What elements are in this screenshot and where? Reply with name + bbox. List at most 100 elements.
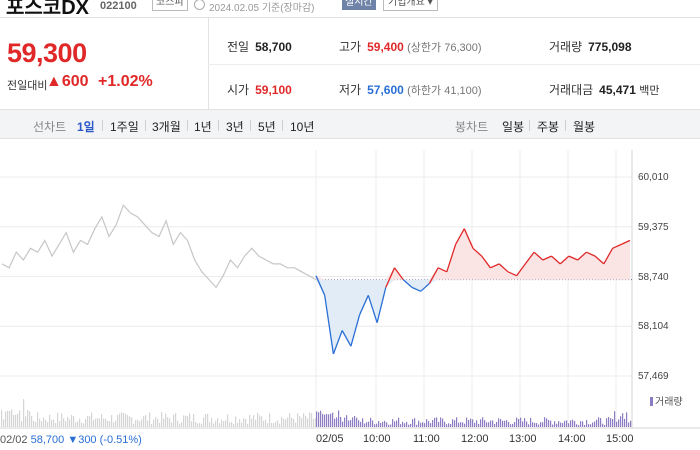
volume-bar (602, 423, 604, 427)
volume-bar (596, 419, 598, 427)
volume-bar (614, 411, 616, 427)
price-line-down-segment (367, 295, 378, 323)
prev-volume-bar (21, 421, 23, 427)
volume-bar (500, 419, 502, 427)
prev-volume-bar (119, 413, 121, 427)
tab-1-week[interactable]: 1주일 (110, 120, 139, 134)
tab-3-years[interactable]: 3년 (226, 120, 244, 134)
tab-5-years[interactable]: 5년 (258, 120, 276, 134)
open-price: 시가 59,100 (227, 81, 292, 98)
price-line-up-segment (542, 255, 552, 261)
prev-volume-bar (289, 413, 291, 427)
prev-volume-bar (9, 411, 11, 427)
volume-bar (442, 418, 444, 427)
tab-daily-candle[interactable]: 일봉 (502, 120, 525, 134)
prev-volume-bar (311, 413, 313, 427)
prev-volume-bar (31, 415, 33, 427)
price-line-up-segment (507, 271, 517, 277)
prev-volume-bar (39, 418, 41, 427)
prev-volume-bar (17, 413, 19, 427)
prev-volume-bar (215, 420, 217, 427)
price-line-up-segment (393, 267, 404, 280)
price-line-up-segment (533, 251, 544, 261)
volume-bar (388, 424, 390, 427)
prev-volume-bar (195, 421, 197, 427)
volume-bar (466, 417, 468, 427)
prev-volume-bar (89, 416, 91, 427)
prev-volume-bar (71, 414, 73, 427)
price-line-up-segment (612, 243, 622, 249)
prev-volume-bar (83, 423, 85, 427)
volume-bar (628, 422, 630, 427)
volume-bar (418, 420, 420, 427)
volume-bar (606, 418, 608, 427)
prev-volume-bar (273, 423, 275, 427)
price-line-down-segment (359, 295, 369, 316)
prev-volume-bar (303, 413, 305, 427)
volume-bar (482, 417, 484, 427)
volume-bar (372, 420, 374, 427)
amount-value: 45,471 (599, 83, 636, 97)
prev-volume-bar (235, 416, 237, 427)
prev-day-date: 02/02 (0, 434, 28, 446)
prev-volume-bar (189, 413, 191, 427)
volume-bar (630, 420, 632, 427)
prev-volume-bar (157, 418, 159, 427)
x-tick-label: 02/05 (316, 433, 344, 445)
volume-bar (462, 422, 464, 427)
price-line-down-segment (350, 314, 361, 347)
prev-volume-bar (73, 416, 75, 427)
low-label: 저가 (339, 83, 362, 97)
volume-bar (366, 422, 368, 427)
volume-bar (484, 420, 486, 427)
chart-tab-bar: 선차트 1일 1주일 3개월 1년 3년 5년 10년 봉차트 일봉 주봉 월봉 (0, 110, 700, 139)
tab-1-year[interactable]: 1년 (194, 120, 212, 134)
prev-volume-bar (313, 419, 315, 427)
tab-monthly-candle[interactable]: 월봉 (573, 120, 596, 134)
volume-bar (548, 420, 550, 427)
tab-weekly-candle[interactable]: 주봉 (537, 120, 560, 134)
prev-volume-bar (213, 423, 215, 427)
prev-volume-bar (127, 415, 129, 427)
volume-bar (582, 421, 584, 427)
tab-1-day[interactable]: 1일 (77, 120, 95, 134)
volume-bar (408, 424, 410, 427)
prev-volume-bar (1, 410, 3, 427)
volume-bar (502, 420, 504, 427)
tab-3-months[interactable]: 3개월 (152, 120, 181, 134)
volume-bar (348, 420, 350, 427)
x-tick-label: 11:00 (413, 433, 440, 445)
volume-bar (416, 424, 418, 427)
volume-bar (490, 420, 492, 427)
prev-day-info: 02/02 58,700 ▼300 (-0.51%) (0, 434, 142, 446)
volume-bar (570, 420, 572, 427)
change-percent: +1.02% (98, 73, 153, 90)
prev-volume-bar (163, 418, 165, 427)
price-line-up-segment (603, 247, 614, 265)
prev-volume-bar (229, 422, 231, 427)
prev-close-value: 58,700 (255, 40, 292, 54)
prev-volume-bar (245, 419, 247, 427)
volume-bar (540, 422, 542, 427)
realtime-button[interactable]: 실시간 (342, 0, 376, 10)
volume-bar (398, 417, 400, 427)
amount-label: 거래대금 (549, 83, 594, 97)
divider (218, 120, 219, 131)
volume-bar (476, 420, 478, 427)
volume-bar (444, 421, 446, 427)
down-area-fill (316, 279, 630, 354)
company-info-button[interactable]: 기업개요 ▾ (383, 0, 438, 11)
open-label: 시가 (227, 83, 250, 97)
prev-day-close: 58,700 (30, 434, 65, 446)
price-line-up-segment (455, 228, 465, 245)
volume-bar (446, 424, 448, 427)
prev-volume-bar (185, 415, 187, 427)
tab-10-years[interactable]: 10년 (290, 120, 315, 134)
prev-volume-bar (231, 422, 233, 427)
volume-bar (324, 414, 326, 427)
volume-bar (358, 420, 360, 427)
high-label: 고가 (339, 40, 362, 54)
volume-bar (618, 419, 620, 427)
volume-bar (420, 422, 422, 427)
